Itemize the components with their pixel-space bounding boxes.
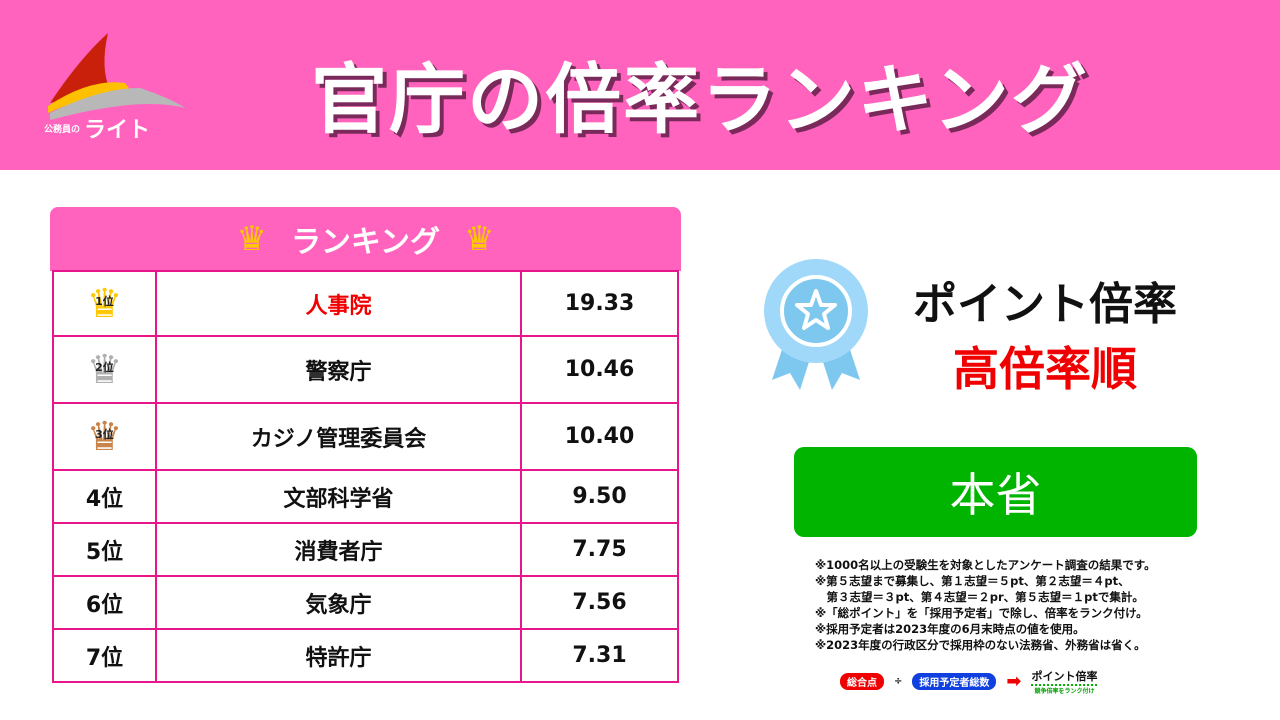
chart-title: ポイント倍率 — [913, 279, 1177, 330]
agency-cell: 警察庁 — [155, 335, 522, 404]
rank-label: 4位 — [85, 486, 124, 512]
value-cell: 7.75 — [520, 522, 679, 577]
header: 公務員の ライト 官庁の倍率ランキング — [0, 0, 1280, 170]
value-cell: 7.56 — [520, 575, 679, 630]
total-points-pill: 総合点 — [840, 673, 884, 690]
rank-label: 1位 — [95, 294, 114, 308]
rank-cell: 5位 — [52, 522, 157, 577]
value-cell: 9.50 — [520, 469, 679, 524]
result-sub: 競争倍率をランク付け — [1031, 684, 1098, 695]
award-ribbon-icon — [764, 259, 868, 390]
note-line: ※「総ポイント」を「採用予定者」で除し、倍率をランク付け。 — [815, 606, 1148, 620]
hires-total-pill: 採用予定者総数 — [912, 673, 997, 690]
logo-small: 公務員の — [44, 124, 81, 135]
table-row: ♛ 2位 警察庁 10.46 — [52, 335, 679, 404]
rank-cell: 6位 — [52, 575, 157, 630]
note-line: ※第５志望まで募集し、第１志望＝５pt、第２志望＝４pt、 — [815, 574, 1130, 588]
agency-cell: 消費者庁 — [155, 522, 522, 577]
rank-cell: ♛ 2位 — [52, 335, 157, 404]
agency-cell: 特許庁 — [155, 628, 522, 683]
formula: 総合点 ÷ 採用予定者総数 ➡ ポイント倍率 競争倍率をランク付け — [840, 668, 1098, 695]
page-title: 官庁の倍率ランキング — [311, 55, 1089, 144]
table-heading: ♛ ランキング ♛ — [50, 207, 681, 271]
value-cell: 10.40 — [520, 402, 679, 471]
crown-icon: ♛ 1位 — [86, 280, 123, 327]
table-row: 7位 特許庁 7.31 — [52, 628, 679, 683]
agency-cell: カジノ管理委員会 — [155, 402, 522, 471]
rank-label: 6位 — [85, 592, 124, 618]
note-line: ※採用予定者は2023年度の6月末時点の値を使用。 — [815, 622, 1085, 636]
value-cell: 10.46 — [520, 335, 679, 404]
ranking-table: ♛ 1位 人事院 19.33 ♛ 2位 警察庁 10.46 ♛ 3位 カジノ管理委員会 10.40 4位… — [52, 270, 679, 683]
value-cell: 7.31 — [520, 628, 679, 683]
notes: ※1000名以上の受験生を対象としたアンケート調査の結果です。 ※第５志望まで募集… — [815, 557, 1156, 653]
rank-label: 7位 — [85, 645, 124, 671]
table-row: ♛ 1位 人事院 19.33 — [52, 270, 679, 337]
divide-sign: ÷ — [894, 676, 903, 687]
table-row: 6位 気象庁 7.56 — [52, 575, 679, 630]
logo-icon — [48, 33, 185, 120]
note-line: ※2023年度の行政区分で採用枠のない法務省、外務省は省く。 — [815, 638, 1146, 652]
honsho-button[interactable]: 本省 — [794, 447, 1197, 537]
note-line: ※1000名以上の受験生を対象としたアンケート調査の結果です。 — [815, 558, 1156, 572]
crown-icon: ♛ — [464, 219, 495, 259]
table-row: 4位 文部科学省 9.50 — [52, 469, 679, 524]
arrow-right-icon: ➡ — [1006, 671, 1022, 692]
table-heading-label: ランキング — [290, 225, 441, 260]
result-label: ポイント倍率 — [1031, 670, 1098, 683]
table-row: ♛ 3位 カジノ管理委員会 10.40 — [52, 402, 679, 471]
agency-cell: 人事院 — [155, 270, 522, 337]
formula-result: ポイント倍率 競争倍率をランク付け — [1031, 668, 1098, 695]
crown-icon: ♛ 3位 — [86, 413, 123, 460]
rank-label: 2位 — [95, 360, 114, 374]
logo-text: 公務員の ライト — [44, 112, 150, 144]
rank-cell: ♛ 3位 — [52, 402, 157, 471]
value-cell: 19.33 — [520, 270, 679, 337]
crown-icon: ♛ 2位 — [86, 346, 123, 393]
agency-cell: 気象庁 — [155, 575, 522, 630]
logo-big: ライト — [84, 118, 151, 143]
rank-cell: ♛ 1位 — [52, 270, 157, 337]
table-row: 5位 消費者庁 7.75 — [52, 522, 679, 577]
sort-order-label: 高倍率順 — [953, 342, 1137, 396]
rank-cell: 7位 — [52, 628, 157, 683]
agency-cell: 文部科学省 — [155, 469, 522, 524]
crown-icon: ♛ — [236, 219, 267, 259]
rank-label: 5位 — [85, 539, 124, 565]
note-line: 第３志望＝３pt、第４志望＝２pr、第５志望＝１ptで集計。 — [815, 590, 1144, 604]
rank-cell: 4位 — [52, 469, 157, 524]
rank-label: 3位 — [95, 427, 114, 441]
